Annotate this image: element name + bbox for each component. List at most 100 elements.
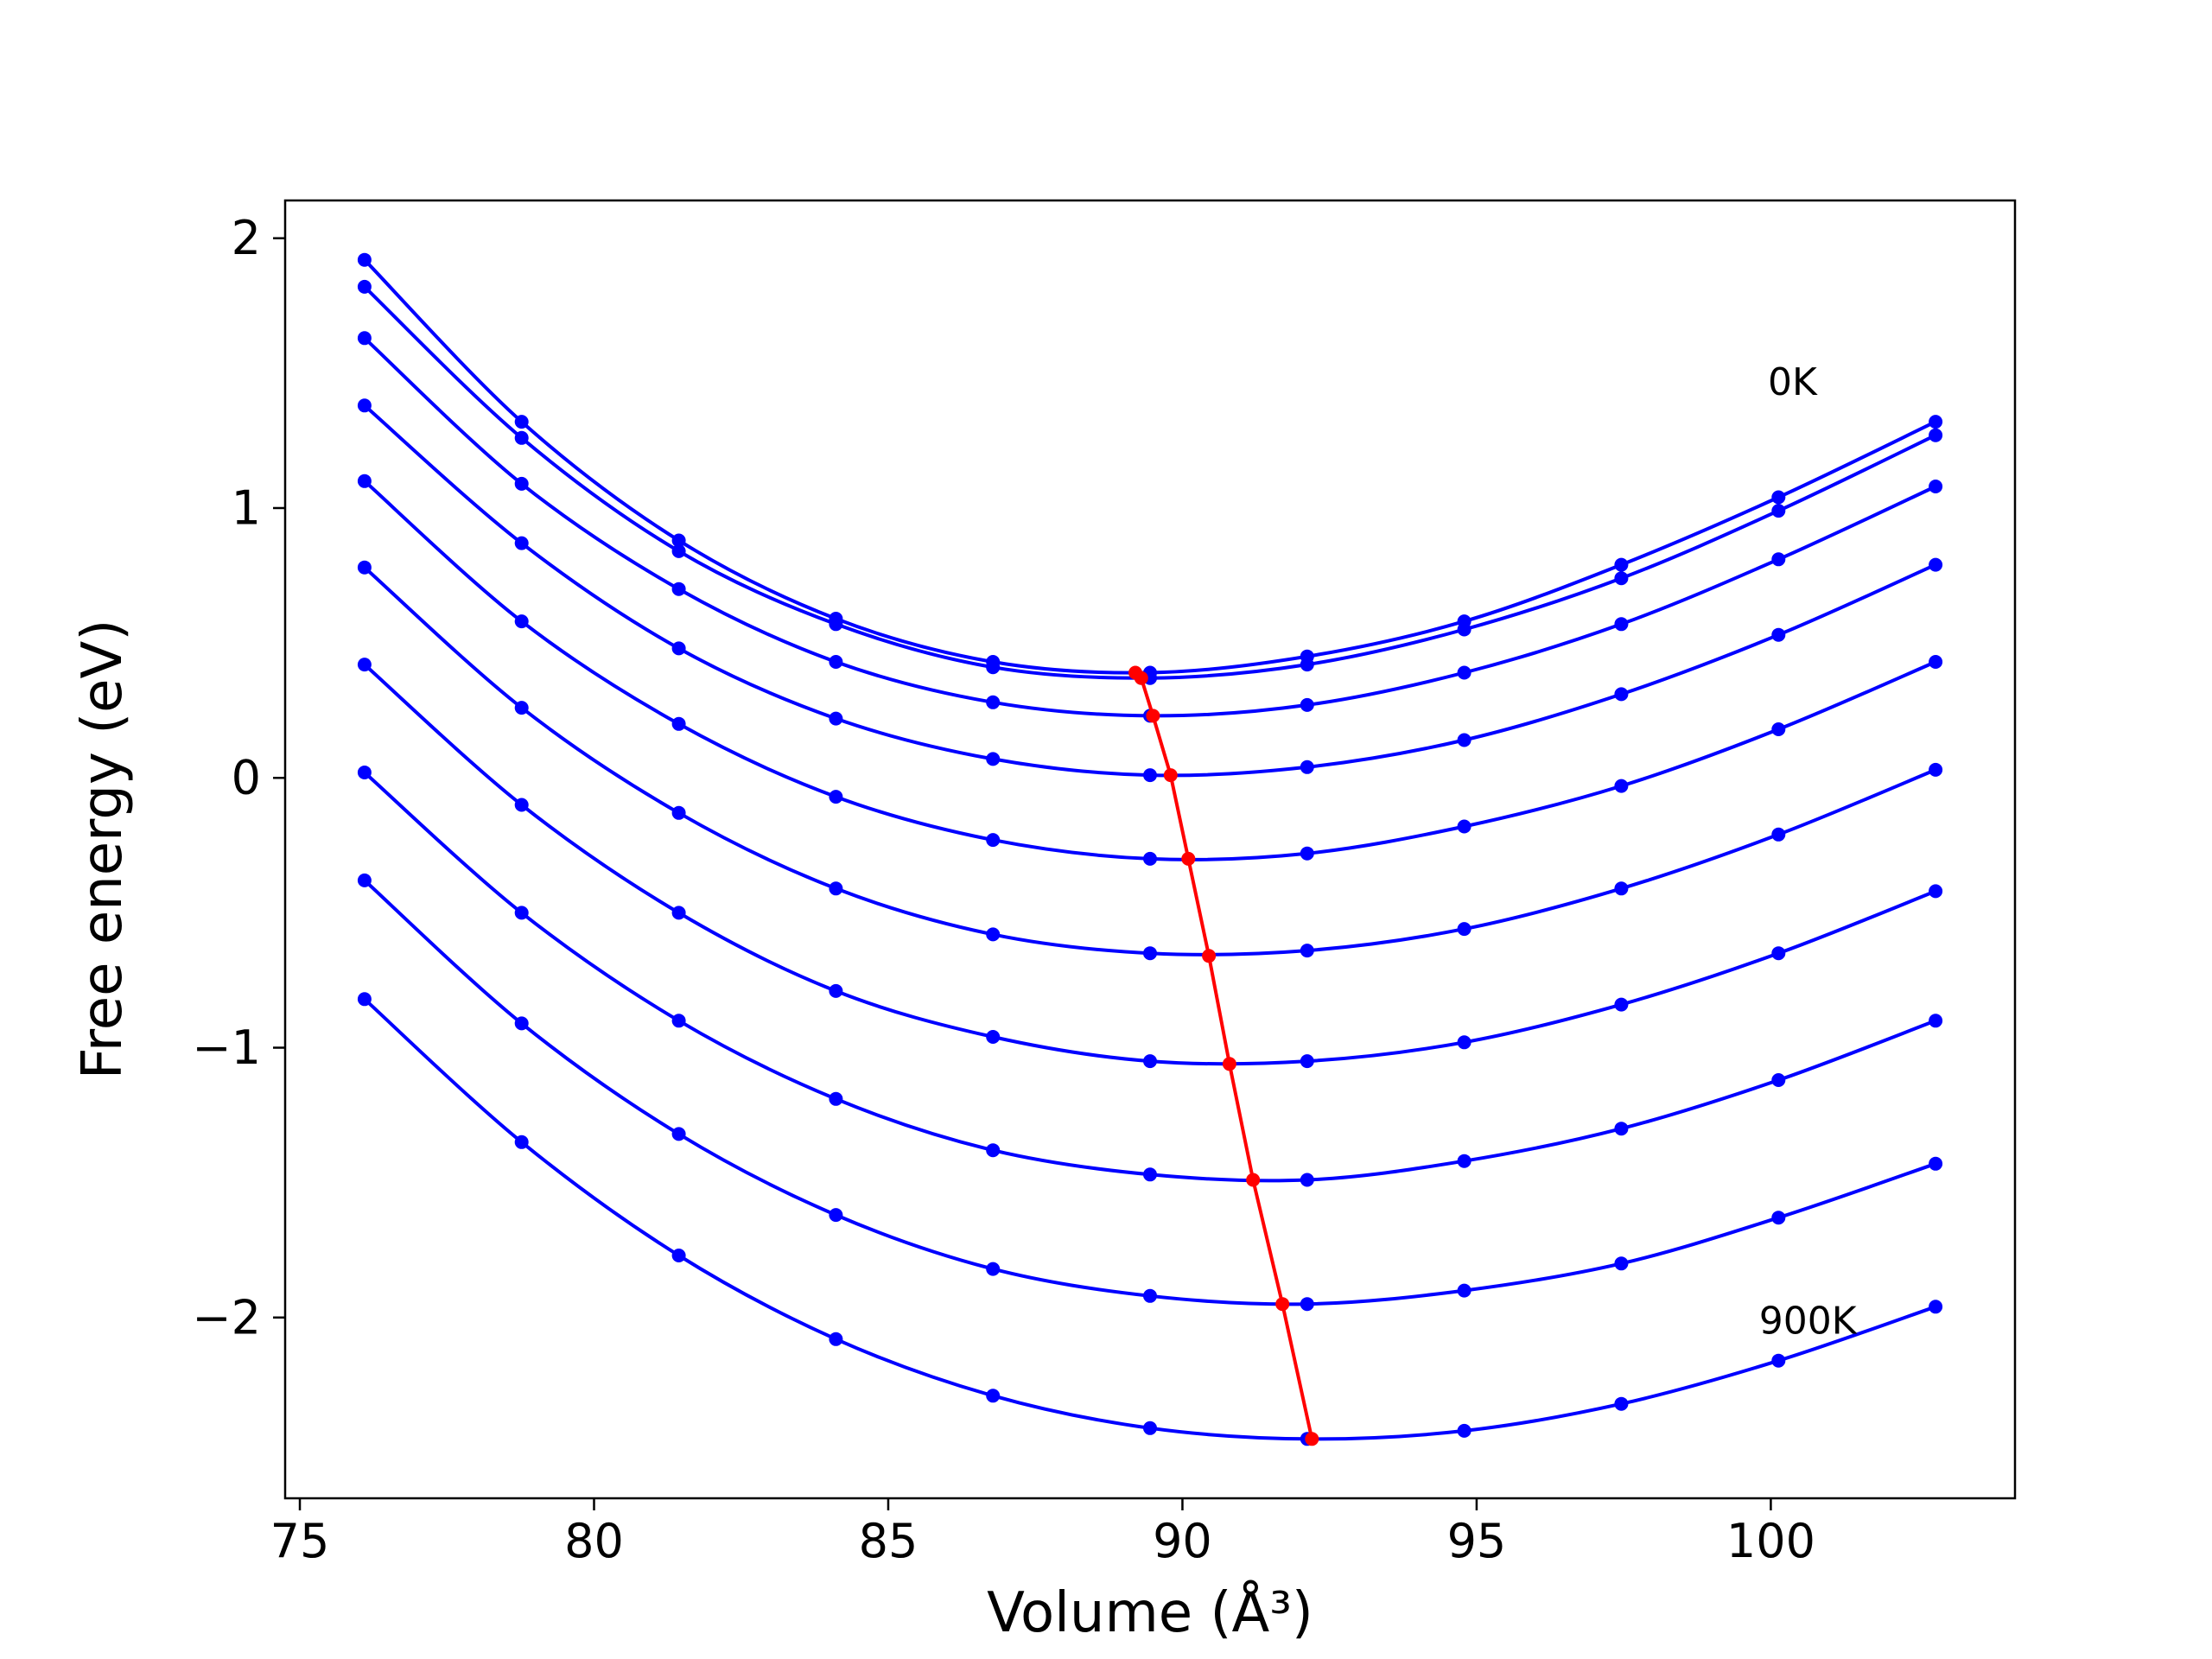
data-point xyxy=(514,1135,529,1149)
y-axis: −2 −1 0 1 2 xyxy=(192,211,285,1344)
data-point xyxy=(1457,1154,1471,1168)
data-point xyxy=(357,279,372,294)
x-tick-label: 100 xyxy=(1726,1514,1815,1568)
data-point xyxy=(1457,665,1471,680)
data-point xyxy=(357,766,372,779)
data-point xyxy=(357,252,372,267)
data-point xyxy=(671,1127,686,1141)
data-point xyxy=(357,331,372,346)
data-point xyxy=(1300,658,1314,672)
x-tick-label: 80 xyxy=(564,1514,624,1568)
data-point xyxy=(1771,490,1786,505)
data-point xyxy=(986,1030,1001,1044)
data-point xyxy=(357,873,372,887)
data-point xyxy=(357,398,372,413)
data-point xyxy=(514,430,529,445)
curve-0K xyxy=(357,252,1943,680)
axes-frame xyxy=(283,199,2017,1500)
data-point xyxy=(1614,1122,1629,1136)
data-point xyxy=(1929,884,1943,899)
data-point xyxy=(829,1208,843,1223)
data-point xyxy=(514,701,529,715)
data-point xyxy=(514,614,529,629)
data-point xyxy=(671,1249,686,1262)
equilibrium-point xyxy=(1181,851,1196,866)
data-point xyxy=(1300,846,1314,861)
curve-100K xyxy=(357,279,1943,685)
x-axis-label: Volume (Å³) xyxy=(987,1580,1313,1645)
data-point xyxy=(1614,557,1629,572)
data-point xyxy=(1929,480,1943,493)
equilibrium-line xyxy=(1134,671,1314,1441)
equilibrium-volume-path xyxy=(1128,665,1319,1446)
data-point xyxy=(1771,627,1786,642)
data-point xyxy=(1771,827,1786,842)
data-point xyxy=(671,543,686,558)
data-point xyxy=(357,560,372,575)
data-point xyxy=(514,906,529,920)
data-point xyxy=(1457,1423,1471,1438)
data-point xyxy=(829,617,843,632)
curve-300K xyxy=(357,398,1943,783)
data-point xyxy=(671,1014,686,1028)
data-point xyxy=(1929,762,1943,777)
data-point xyxy=(1771,1211,1786,1225)
y-tick-label: 2 xyxy=(232,211,261,265)
data-point xyxy=(1929,1014,1943,1028)
curve-line-900K xyxy=(362,997,1938,1441)
data-point xyxy=(1929,1156,1943,1171)
data-point xyxy=(1457,819,1471,834)
data-point xyxy=(1614,779,1629,793)
equilibrium-point xyxy=(1134,671,1148,685)
equilibrium-point xyxy=(1275,1297,1290,1312)
equilibrium-point xyxy=(1202,949,1217,963)
data-point xyxy=(1929,557,1943,572)
data-point xyxy=(1143,851,1157,866)
data-point xyxy=(1457,922,1471,937)
data-point xyxy=(986,833,1001,848)
data-point xyxy=(1457,1035,1471,1050)
data-point xyxy=(514,476,529,491)
curve-900K xyxy=(357,992,1943,1446)
curve-400K xyxy=(357,474,1943,866)
data-point xyxy=(1929,415,1943,429)
data-point xyxy=(357,474,372,488)
data-point xyxy=(1771,1353,1786,1368)
curve-600K xyxy=(357,658,1943,1069)
data-point xyxy=(1614,1256,1629,1271)
data-point xyxy=(671,716,686,731)
data-point xyxy=(1614,617,1629,632)
y-axis-label: Free energy (eV) xyxy=(71,620,135,1080)
x-tick-label: 85 xyxy=(859,1514,918,1568)
annotation-900K: 900K xyxy=(1759,1300,1858,1344)
data-point xyxy=(1929,1300,1943,1314)
data-point xyxy=(1614,1396,1629,1411)
equilibrium-point xyxy=(1146,709,1160,723)
data-point xyxy=(1614,571,1629,586)
data-point xyxy=(986,1262,1001,1276)
data-point xyxy=(1457,733,1471,747)
x-tick-label: 90 xyxy=(1153,1514,1212,1568)
data-point xyxy=(671,805,686,820)
data-point xyxy=(1929,655,1943,669)
data-point xyxy=(829,1332,843,1346)
data-point xyxy=(1614,687,1629,702)
data-point xyxy=(1143,946,1157,961)
data-point xyxy=(514,415,529,429)
curve-line-200K xyxy=(362,336,1938,718)
data-point xyxy=(829,1091,843,1106)
y-tick-label: 0 xyxy=(232,751,261,805)
data-point xyxy=(1614,881,1629,896)
data-point xyxy=(986,695,1001,709)
curve-800K xyxy=(357,873,1943,1312)
data-point xyxy=(671,641,686,656)
annotation-0K: 0K xyxy=(1768,360,1818,404)
curve-line-800K xyxy=(362,878,1938,1306)
data-point xyxy=(1300,1054,1314,1069)
data-point xyxy=(986,1143,1001,1158)
data-point xyxy=(357,658,372,672)
plot-area: 75 80 85 90 95 100 −2 −1 0 1 2 xyxy=(192,199,2017,1568)
data-point xyxy=(1143,768,1157,783)
